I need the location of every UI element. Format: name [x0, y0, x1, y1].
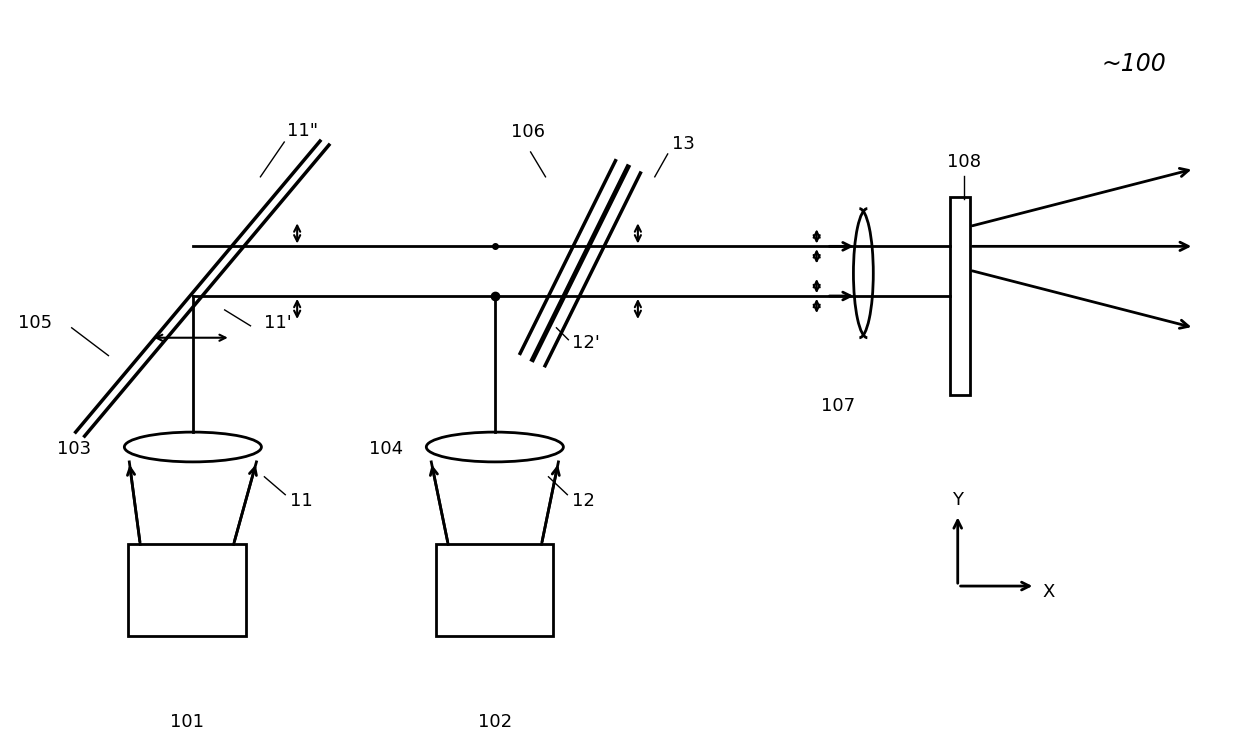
Text: X: X — [1042, 583, 1054, 601]
Text: 11": 11" — [288, 122, 319, 140]
Text: 13: 13 — [672, 135, 694, 153]
Bar — [436, 545, 553, 636]
Text: 12: 12 — [573, 492, 595, 509]
Text: 11': 11' — [264, 314, 293, 331]
Text: ~100: ~100 — [1102, 51, 1167, 76]
Text: 104: 104 — [370, 440, 403, 458]
Bar — [950, 197, 970, 395]
Text: 103: 103 — [57, 440, 92, 458]
Text: 106: 106 — [511, 123, 544, 141]
Text: Y: Y — [952, 490, 963, 509]
Text: 105: 105 — [17, 314, 52, 331]
Ellipse shape — [124, 432, 262, 462]
Ellipse shape — [427, 432, 563, 462]
Text: 108: 108 — [946, 153, 981, 171]
Text: 107: 107 — [821, 398, 856, 415]
Text: 11: 11 — [290, 492, 312, 509]
Bar — [128, 545, 246, 636]
Text: 12': 12' — [573, 334, 600, 351]
Text: 102: 102 — [477, 713, 512, 731]
Text: 101: 101 — [170, 713, 203, 731]
